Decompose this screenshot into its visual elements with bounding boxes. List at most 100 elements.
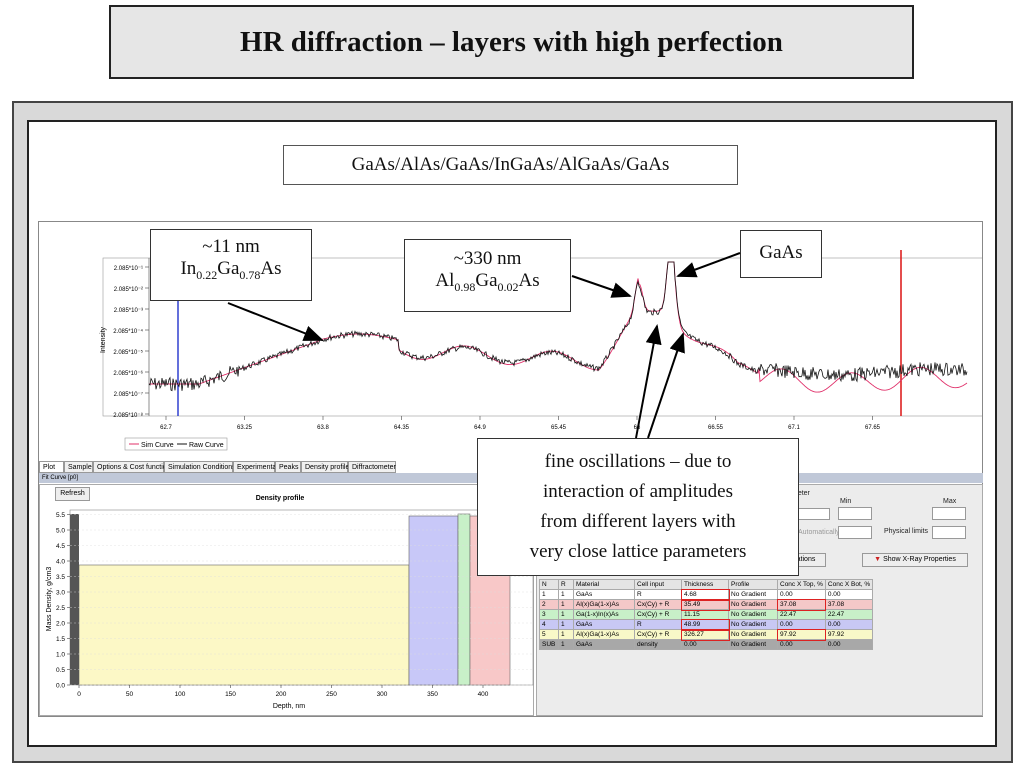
min-field[interactable] [838, 507, 872, 520]
plot-ylabel: Intensity [100, 326, 107, 353]
table-cell[interactable]: No Gradient [728, 599, 778, 610]
slide-title-box: HR diffraction – layers with high perfec… [109, 5, 914, 79]
callout-oscillations: fine oscillations – due to interaction o… [477, 438, 799, 576]
table-cell[interactable]: 4 [539, 619, 559, 630]
table-cell[interactable]: 1 [558, 639, 574, 650]
table-cell[interactable]: 326.27 [680, 628, 730, 641]
table-row[interactable]: 5 1 Al(x)Ga(1-x)As Cx(Cy) + R 326.27 No Gradi… [539, 628, 874, 641]
min-label: Min [840, 498, 852, 505]
x-tick-label: 65.45 [551, 425, 567, 431]
plot-legend: Sim Curve Raw Curve [124, 437, 228, 451]
layers-table: N R Material Cell input Thickness Profile Conc… [539, 579, 874, 650]
table-cell[interactable]: 2 [539, 599, 559, 610]
table-cell[interactable]: 1 [539, 589, 559, 600]
table-cell[interactable]: 0.00 [777, 589, 826, 600]
table-cell[interactable]: 37.08 [824, 599, 874, 610]
y-tick-label: 2.085*10⁻⁷ [114, 391, 143, 398]
show-xray-properties-button[interactable]: ▼ Show X-Ray Properties [862, 553, 968, 567]
param-value-field[interactable] [798, 508, 830, 520]
x-tick-label: 64.9 [474, 425, 486, 431]
x-tick-label: 63.25 [237, 425, 253, 431]
table-cell[interactable]: density [634, 639, 682, 650]
table-cell[interactable]: 48.99 [680, 618, 730, 631]
density-ylabel: Mass Density, g/cm3 [46, 567, 53, 632]
table-cell[interactable]: No Gradient [728, 619, 778, 630]
tab-sample[interactable]: Sample [64, 461, 93, 473]
tab-simulation-conditions[interactable]: Simulation Conditions [164, 461, 236, 473]
density-x-tick: 350 [427, 691, 438, 698]
structure-formula: GaAs/AlAs/GaAs/InGaAs/AlGaAs/GaAs [283, 145, 738, 185]
table-cell[interactable]: No Gradient [728, 589, 778, 600]
refresh-button[interactable]: Refresh [55, 487, 90, 501]
y-tick-label: 2.085*10⁻⁵ [113, 349, 143, 356]
tab-options-cost-function[interactable]: Options & Cost function [93, 461, 171, 473]
table-row[interactable]: 3 1 Ga(1-x)In(x)As Cx(Cy) + R 11.15 No Gradie… [539, 609, 874, 620]
table-cell[interactable]: Cx(Cy) + R [634, 599, 682, 610]
tab-experimental[interactable]: Experimental [233, 461, 278, 473]
table-cell[interactable]: 3 [539, 609, 559, 620]
table-cell[interactable]: SUB [539, 639, 559, 650]
tab-peaks[interactable]: Peaks [275, 461, 301, 473]
density-x-tick: 50 [126, 691, 134, 698]
table-cell[interactable]: 0.00 [681, 639, 729, 650]
table-cell[interactable]: 4.68 [680, 588, 730, 601]
table-cell[interactable]: Cx(Cy) + R [634, 629, 682, 640]
table-cell[interactable]: Cx(Cy) + R [634, 609, 682, 620]
density-chart: Density profile 0.0 0.5 1.0 1.5 2.0 2.5 3.0 3.5… [46, 495, 534, 710]
param-label: meter [792, 490, 810, 497]
table-cell[interactable]: 11.15 [681, 609, 729, 620]
table-cell[interactable]: 0.00 [824, 589, 874, 600]
max-field[interactable] [932, 507, 966, 520]
table-cell[interactable]: GaAs [573, 589, 635, 600]
table-cell[interactable]: 1 [558, 629, 574, 640]
table-cell[interactable]: 97.92 [824, 629, 874, 640]
table-cell[interactable]: 1 [558, 609, 574, 620]
tab-diffractometer[interactable]: Diffractometer [348, 461, 396, 473]
density-y-tick: 3.5 [56, 574, 65, 581]
density-x-tick: 300 [377, 691, 388, 698]
table-row[interactable]: 4 1 GaAs R 48.99 No Gradient 0.00 0.00 [539, 618, 874, 631]
table-cell[interactable]: 1 [558, 599, 574, 610]
table-cell[interactable]: Al(x)Ga(1-x)As [573, 629, 635, 640]
table-cell[interactable]: Ga(1-x)In(x)As [573, 609, 635, 620]
table-row[interactable]: 1 1 GaAs R 4.68 No Gradient 0.00 0.00 [539, 588, 874, 601]
table-cell[interactable]: 22.47 [824, 609, 874, 620]
table-cell[interactable]: R [634, 589, 682, 600]
max-limit-field[interactable] [932, 526, 966, 539]
table-cell[interactable]: R [634, 619, 682, 630]
table-cell[interactable]: 1 [558, 619, 574, 630]
table-cell[interactable]: No Gradient [728, 629, 778, 640]
table-cell[interactable]: 0.00 [777, 639, 826, 650]
table-cell[interactable]: Al(x)Ga(1-x)As [573, 599, 635, 610]
density-y-tick: 3.0 [56, 590, 65, 597]
y-tick-label: 2.085*10⁻⁶ [113, 370, 143, 377]
table-cell[interactable]: 35.49 [680, 598, 730, 611]
table-cell[interactable]: No Gradient [728, 639, 778, 650]
table-cell[interactable]: 0.00 [777, 619, 826, 630]
table-row[interactable]: SUB 1 GaAs density 0.00 No Gradient 0.00 0.00 [539, 639, 874, 650]
table-cell[interactable]: No Gradient [728, 609, 778, 620]
density-layer-algaas [78, 564, 410, 686]
table-cell[interactable]: 0.00 [824, 639, 874, 650]
table-cell[interactable]: GaAs [573, 639, 635, 650]
density-y-tick: 0.5 [56, 667, 65, 674]
callout-algaas: ~330 nm Al0.98Ga0.02As [404, 239, 571, 312]
legend-raw: Raw Curve [189, 442, 224, 449]
y-tick-label: 2.085*10⁻⁸ [113, 412, 143, 419]
table-header-cell: Thickness [681, 579, 729, 590]
table-cell[interactable]: 5 [539, 629, 559, 640]
table-cell[interactable]: 1 [558, 589, 574, 600]
table-cell[interactable]: GaAs [573, 619, 635, 630]
density-y-tick: 1.0 [56, 652, 65, 659]
table-row[interactable]: 2 1 Al(x)Ga(1-x)As Cx(Cy) + R 35.49 No Gradie… [539, 598, 874, 611]
table-cell[interactable]: 97.92 [776, 628, 827, 641]
tab-density-profile[interactable]: Density profile [301, 461, 349, 473]
density-layer-ingaas [457, 513, 471, 686]
table-cell[interactable]: 0.00 [824, 619, 874, 630]
callout-algaas-formula: Al0.98Ga0.02As [435, 270, 540, 294]
table-cell[interactable]: 22.47 [777, 609, 826, 620]
table-cell[interactable]: 37.08 [776, 598, 827, 611]
tab-plot[interactable]: Plot [39, 461, 64, 473]
x-tick-label: 66.55 [708, 425, 724, 431]
min-limit-field[interactable] [838, 526, 872, 539]
